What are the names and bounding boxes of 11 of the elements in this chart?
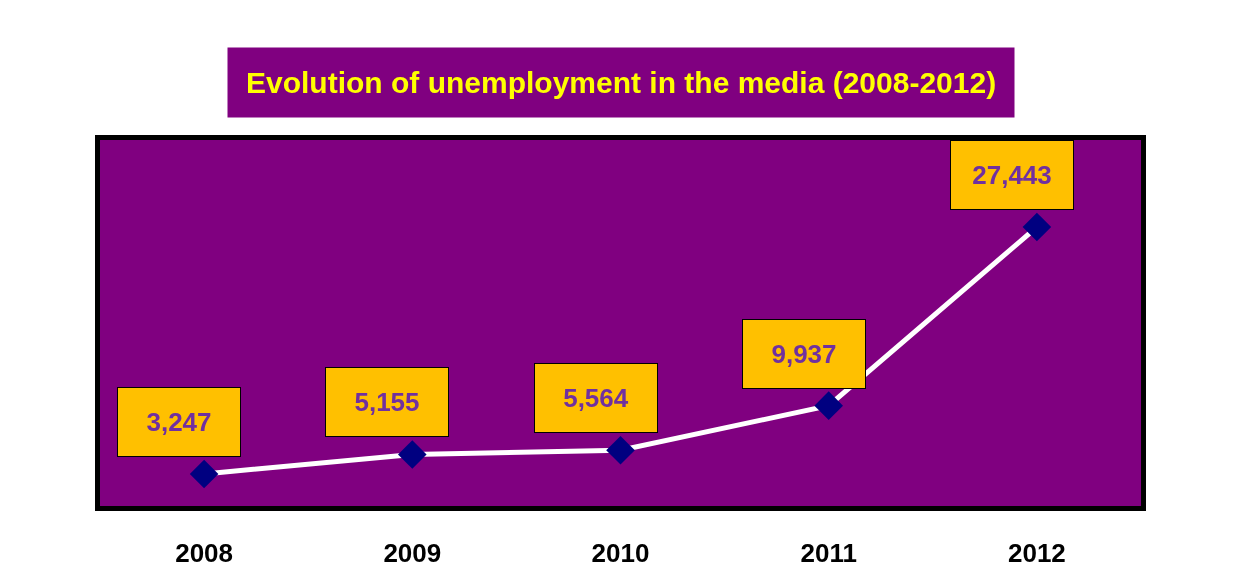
data-label: 27,443 (972, 160, 1052, 190)
x-tick-label: 2010 (591, 538, 650, 569)
x-tick-label: 2012 (1007, 538, 1066, 569)
x-tick-label: 2008 (175, 538, 234, 569)
data-label: 9,937 (771, 339, 837, 369)
data-label: 5,564 (563, 383, 629, 413)
x-tick-label: 2009 (383, 538, 442, 569)
x-tick-label: 2011 (800, 538, 857, 569)
data-label: 5,155 (354, 387, 420, 417)
chart-title: Evolution of unemployment in the media (2008-2012) (246, 66, 997, 99)
data-label: 3,247 (146, 407, 212, 437)
